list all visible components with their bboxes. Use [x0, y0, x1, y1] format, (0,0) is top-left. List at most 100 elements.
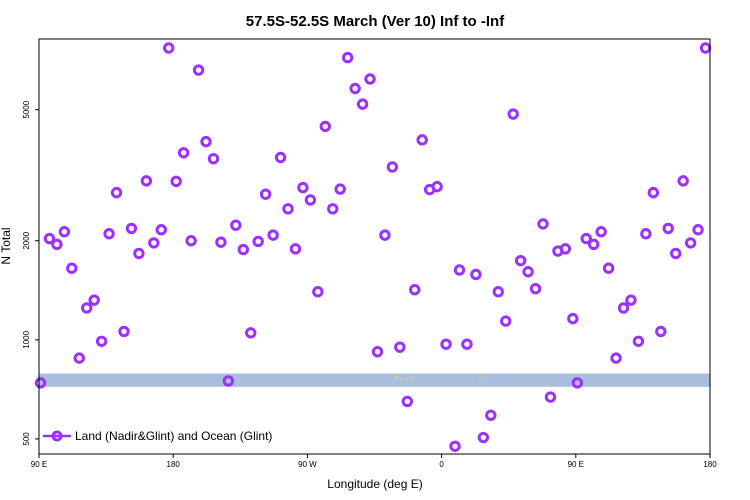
data-point [364, 73, 376, 85]
data-point [684, 237, 697, 249]
data-point [537, 218, 549, 230]
x-tick-label: 90 E [31, 460, 47, 469]
data-point [647, 186, 660, 199]
data-point [170, 175, 182, 188]
data-point [394, 341, 406, 353]
data-point [43, 232, 56, 245]
x-tick-label: 90 E [568, 460, 584, 469]
data-point [617, 302, 630, 314]
y-tick-label: 1000 [22, 330, 31, 348]
highlight-band [39, 373, 710, 387]
band-layer [39, 373, 710, 387]
data-point [580, 232, 592, 245]
data-point [215, 236, 227, 248]
data-point [453, 264, 466, 276]
data-point [625, 294, 637, 306]
data-point [110, 186, 123, 199]
data-point [356, 98, 369, 110]
data-point [567, 312, 579, 325]
data-point [185, 235, 197, 247]
data-point [88, 294, 100, 306]
data-point [259, 188, 272, 200]
plot-frame [38, 38, 711, 455]
data-point [349, 82, 361, 95]
chart-title: 57.5S-52.5S March (Ver 10) Inf to -Inf [246, 13, 505, 30]
data-point [409, 284, 421, 296]
data-point [640, 228, 652, 240]
data-point [449, 440, 461, 452]
data-point [252, 235, 264, 248]
x-axis: 90 E 180 90 W 0 90 E 180 [31, 454, 717, 469]
data-point [507, 108, 519, 120]
legend-marker [51, 430, 63, 442]
data-point [431, 180, 443, 193]
y-tick-label: 2000 [22, 231, 31, 249]
data-point [492, 286, 504, 298]
data-point [312, 286, 324, 298]
x-tick-label: 180 [703, 460, 717, 469]
data-point [133, 247, 145, 260]
data-point [319, 120, 331, 133]
data-point [289, 243, 302, 255]
data-point [670, 247, 682, 260]
data-point [163, 42, 175, 54]
band-speck [409, 376, 412, 380]
data-point [595, 226, 607, 238]
data-point [485, 409, 497, 421]
data-point [692, 224, 704, 236]
data-point [237, 243, 249, 256]
data-point [118, 325, 130, 338]
data-point [327, 203, 339, 215]
x-tick-label: 0 [439, 460, 444, 469]
data-point [401, 395, 414, 408]
data-point [222, 375, 235, 387]
data-point [148, 237, 160, 249]
data-point [386, 161, 399, 173]
data-point [297, 181, 309, 194]
data-point [58, 226, 71, 238]
data-point [461, 338, 473, 350]
data-point [587, 238, 600, 251]
data-point [177, 147, 190, 159]
data-point [51, 238, 63, 251]
data-point [655, 325, 667, 338]
data-point [529, 282, 542, 295]
band-speck [395, 376, 399, 379]
data-point [267, 229, 279, 241]
x-tick-label: 90 W [298, 460, 317, 469]
data-point [544, 391, 557, 403]
y-tick-label: 5000 [22, 100, 31, 118]
data-point [379, 229, 391, 241]
legend: Land (Nadir&Glint) and Ocean (Glint) [43, 429, 272, 443]
band-speck [404, 378, 408, 382]
data-point [662, 222, 674, 235]
data-point [559, 243, 572, 255]
data-point [274, 151, 287, 164]
x-tick-label: 180 [167, 460, 181, 469]
data-point [103, 228, 115, 240]
data-point [470, 268, 482, 281]
data-point [334, 183, 346, 195]
x-axis-label: Longitude (deg E) [327, 477, 422, 491]
legend-label: Land (Nadir&Glint) and Ocean (Glint) [75, 429, 272, 443]
data-point [522, 266, 534, 278]
data-point [371, 346, 384, 358]
data-point [282, 203, 294, 215]
data-point [610, 352, 622, 364]
data-point [571, 377, 583, 389]
data-point [677, 175, 689, 187]
data-point [416, 134, 428, 146]
y-axis-label: N Total [0, 227, 13, 264]
data-point [192, 64, 205, 76]
y-tick-label: 500 [22, 432, 31, 446]
data-point [155, 224, 167, 236]
data-point [245, 327, 257, 339]
data-point [95, 335, 108, 347]
data-point [125, 222, 138, 235]
data-point [207, 152, 220, 165]
data-point [304, 194, 317, 206]
data-point [230, 219, 242, 231]
data-point [81, 302, 93, 314]
